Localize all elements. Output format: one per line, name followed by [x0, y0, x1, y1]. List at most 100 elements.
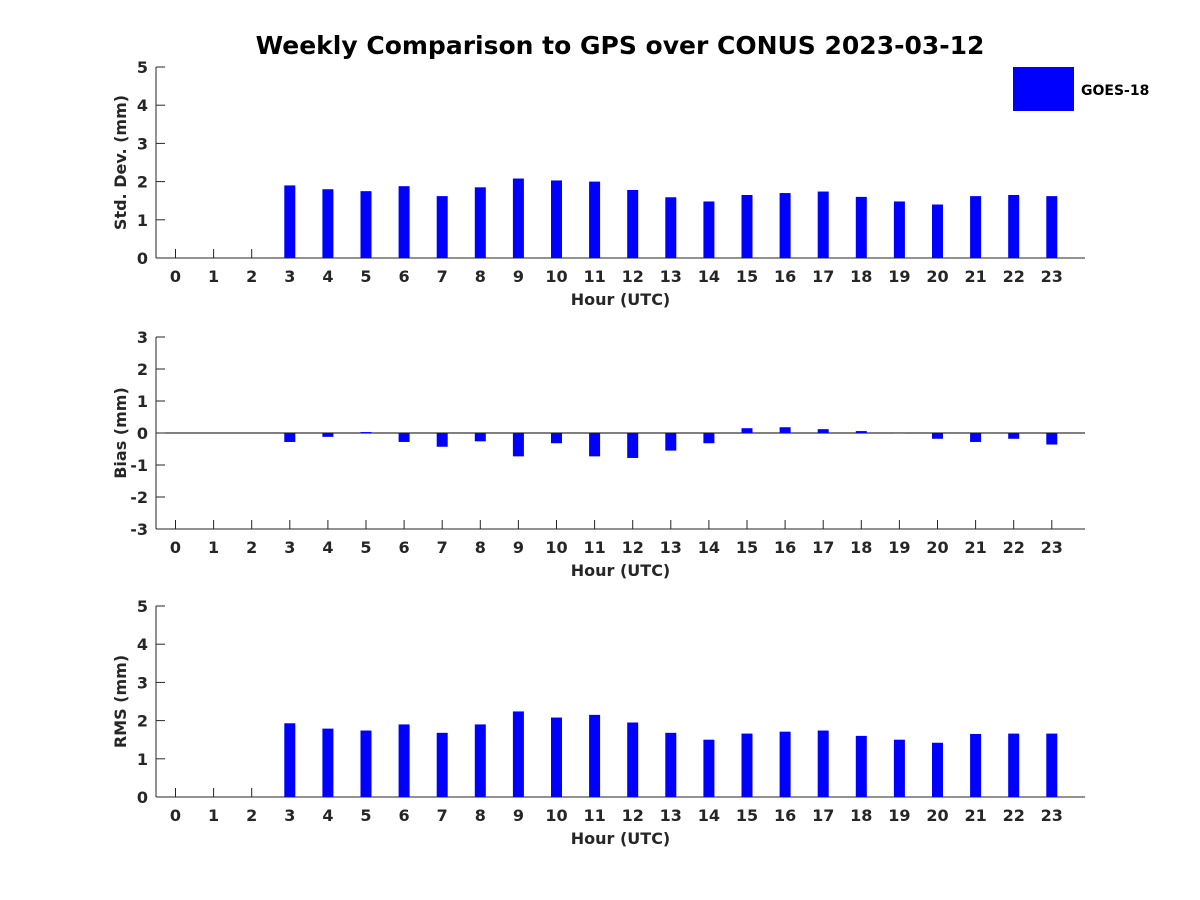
bar-hour-6 [398, 724, 410, 797]
bar-hour-13 [665, 197, 677, 258]
x-tick-label: 8 [475, 538, 486, 557]
bar-hour-10 [551, 180, 562, 258]
y-tick-label: 3 [137, 328, 148, 347]
bar-hour-11 [589, 433, 601, 457]
bar-hour-21 [970, 733, 982, 797]
y-tick-label: 5 [137, 58, 148, 77]
x-tick-label: 14 [698, 267, 720, 286]
bar-hour-12 [627, 433, 639, 458]
x-tick-label: 5 [360, 267, 371, 286]
x-tick-label: 21 [964, 806, 986, 825]
bar-hour-3 [284, 433, 296, 442]
y-tick-label: 2 [137, 173, 148, 192]
bar-hour-12 [627, 722, 639, 797]
bar-hour-5 [360, 432, 372, 433]
x-tick-label: 9 [513, 806, 524, 825]
bar-hour-22 [1008, 433, 1020, 439]
bar-hour-15 [741, 733, 753, 797]
bar-hour-21 [970, 433, 982, 442]
x-tick-label: 10 [545, 806, 567, 825]
bar-hour-8 [474, 433, 486, 442]
chart-title: Weekly Comparison to GPS over CONUS 2023… [256, 31, 985, 60]
x-tick-label: 18 [850, 806, 872, 825]
x-tick-label: 3 [284, 267, 295, 286]
bar-hour-23 [1046, 433, 1058, 445]
x-tick-label: 5 [360, 538, 371, 557]
bar-hour-9 [512, 178, 524, 258]
x-tick-label: 12 [622, 538, 644, 557]
x-axis-label: Hour (UTC) [571, 561, 671, 580]
bar-hour-7 [436, 433, 448, 447]
bar-hour-18 [855, 196, 867, 258]
x-tick-label: 13 [660, 806, 682, 825]
x-tick-label: 7 [437, 538, 448, 557]
y-tick-label: 1 [137, 211, 148, 230]
x-tick-label: 15 [736, 267, 758, 286]
bar-hour-4 [322, 433, 334, 437]
x-tick-label: 17 [812, 267, 834, 286]
x-tick-label: 16 [774, 267, 796, 286]
bar-hour-8 [474, 187, 486, 258]
x-tick-label: 15 [736, 538, 758, 557]
y-tick-label: -2 [130, 488, 148, 507]
legend-swatch-goes-18 [1013, 67, 1074, 111]
bar-hour-16 [779, 427, 791, 433]
y-tick-label: 4 [137, 635, 148, 654]
bar-hour-3 [284, 723, 296, 797]
x-tick-label: 16 [774, 538, 796, 557]
x-tick-label: 0 [170, 267, 181, 286]
x-tick-label: 16 [774, 806, 796, 825]
x-tick-label: 7 [437, 806, 448, 825]
bar-hour-22 [1008, 194, 1020, 258]
y-tick-label: 4 [137, 96, 148, 115]
y-tick-label: 0 [137, 424, 148, 443]
x-tick-label: 8 [475, 267, 486, 286]
x-tick-label: 4 [322, 538, 333, 557]
x-tick-label: 20 [926, 267, 948, 286]
y-tick-label: 2 [137, 712, 148, 731]
bar-hour-18 [855, 735, 867, 797]
bar-hour-7 [436, 196, 448, 258]
x-tick-label: 20 [926, 806, 948, 825]
x-tick-label: 14 [698, 538, 720, 557]
x-tick-label: 1 [208, 806, 219, 825]
x-tick-label: 12 [622, 267, 644, 286]
x-tick-label: 18 [850, 267, 872, 286]
x-tick-label: 0 [170, 538, 181, 557]
bar-hour-17 [817, 191, 829, 258]
x-tick-label: 4 [322, 806, 333, 825]
x-tick-label: 8 [475, 806, 486, 825]
bar-hour-21 [970, 196, 982, 258]
bar-hour-19 [893, 433, 905, 434]
bar-hour-20 [932, 204, 943, 258]
y-axis-label: RMS (mm) [111, 655, 130, 748]
bar-hour-17 [817, 730, 829, 797]
bar-hour-14 [703, 739, 715, 797]
x-tick-label: 19 [888, 538, 910, 557]
x-tick-label: 2 [246, 538, 257, 557]
y-tick-label: 0 [137, 788, 148, 807]
bar-hour-19 [893, 739, 905, 797]
bar-hour-7 [436, 732, 448, 797]
x-tick-label: 21 [964, 538, 986, 557]
x-tick-label: 11 [583, 267, 605, 286]
x-tick-label: 22 [1003, 538, 1025, 557]
bar-hour-20 [932, 433, 943, 439]
bar-hour-5 [360, 730, 372, 797]
x-tick-label: 3 [284, 806, 295, 825]
x-tick-label: 19 [888, 267, 910, 286]
x-tick-label: 20 [926, 538, 948, 557]
x-tick-label: 13 [660, 538, 682, 557]
x-tick-label: 10 [545, 538, 567, 557]
y-tick-label: 1 [137, 750, 148, 769]
bar-hour-3 [284, 185, 296, 258]
y-tick-label: 2 [137, 360, 148, 379]
bar-hour-10 [551, 717, 562, 797]
x-tick-label: 6 [399, 267, 410, 286]
y-tick-label: 3 [137, 134, 148, 153]
x-tick-label: 4 [322, 267, 333, 286]
bar-hour-15 [741, 194, 753, 258]
x-tick-label: 7 [437, 267, 448, 286]
